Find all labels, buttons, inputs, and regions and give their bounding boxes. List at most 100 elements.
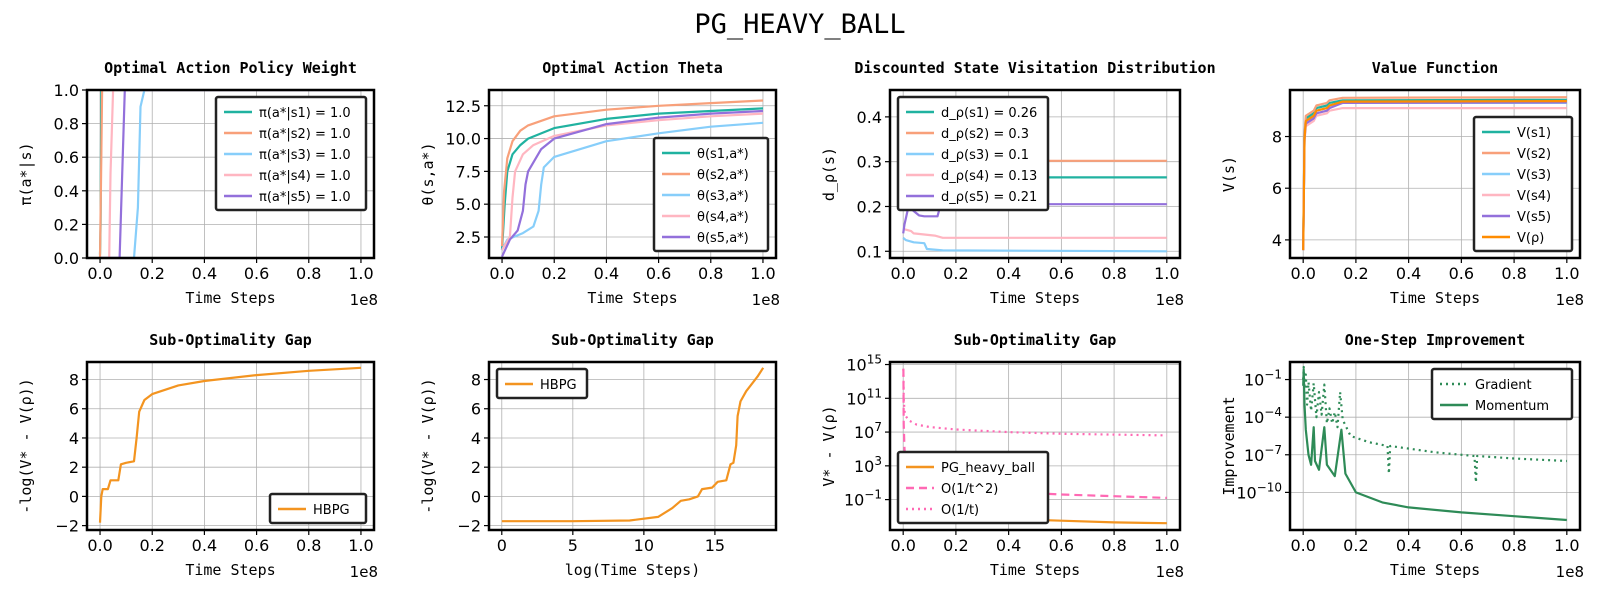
legend: HBPG — [495, 367, 589, 400]
plot-title: Sub-Optimality Gap — [551, 331, 714, 349]
series-line-2 — [98, 90, 361, 258]
y-tick-label: 12.5 — [445, 97, 481, 116]
series-line-3 — [501, 121, 764, 251]
y-tick-label: 1011 — [846, 386, 882, 408]
y-tick-label: 1.0 — [54, 81, 79, 100]
x-tick-label: 0.8 — [296, 264, 321, 283]
x-tick-label: 0.2 — [140, 536, 165, 555]
x-tick-label: 0.4 — [594, 264, 619, 283]
y-tick-label: 0.8 — [54, 115, 79, 134]
series-group — [1302, 365, 1567, 522]
x-tick-label: 0.0 — [890, 536, 915, 555]
y-tick-label: 4 — [471, 429, 481, 448]
y-tick-label: 0 — [471, 487, 481, 506]
y-tick-label: 8 — [1272, 128, 1282, 147]
legend: d_ρ(s1) = 0.26 d_ρ(s2) = 0.3 d_ρ(s3) = 0.1… — [896, 95, 1050, 212]
plot-frame — [1288, 360, 1582, 532]
x-axis-label: log(Time Steps) — [565, 561, 700, 579]
plot-frame — [85, 360, 376, 532]
series-line-4 — [902, 227, 1167, 239]
x-tick-label: 0.0 — [87, 536, 112, 555]
series-line-4 — [100, 90, 361, 258]
x-tick-label: 0 — [497, 536, 507, 555]
legend-label: d_ρ(s4) = 0.13 — [941, 169, 1037, 184]
legend-label: HBPG — [313, 503, 350, 518]
legend-box — [1472, 115, 1574, 253]
x-axis-label: Time Steps — [185, 561, 275, 579]
legend-label: O(1/t) — [941, 503, 979, 518]
legend-label: PG_heavy_ball — [941, 461, 1035, 476]
legend-label: d_ρ(s1) = 0.26 — [941, 106, 1037, 121]
legend: Gradient Momentum — [1430, 367, 1574, 421]
x-tick-label: 0.2 — [140, 264, 165, 283]
series-line-1 — [98, 366, 362, 523]
y-tick-label: 0.0 — [54, 249, 79, 268]
series-group — [98, 90, 361, 258]
series-line-3 — [902, 236, 1167, 253]
x-axis-label: Time Steps — [1390, 289, 1480, 307]
x-tick-label: 0.8 — [698, 264, 723, 283]
plot-title: Value Function — [1372, 59, 1498, 77]
x-offset-label: 1e8 — [1556, 563, 1584, 581]
x-offset-label: 1e8 — [1556, 291, 1584, 309]
x-tick-label: 0.0 — [489, 264, 514, 283]
legend-label: O(1/t^2) — [941, 482, 998, 497]
series-line-5 — [501, 109, 764, 258]
y-tick-label: 10−4 — [1244, 405, 1282, 427]
series-line-3 — [100, 90, 361, 258]
legend-label: d_ρ(s3) = 0.1 — [941, 148, 1029, 163]
legend-label: π(a*|s2) = 1.0 — [259, 127, 351, 142]
x-tick-label: 0.8 — [296, 536, 321, 555]
legend: π(a*|s1) = 1.0 π(a*|s2) = 1.0 π(a*|s3) = 1… — [214, 95, 368, 212]
y-tick-label: 10−10 — [1236, 480, 1282, 502]
plot-frame — [888, 88, 1182, 260]
x-tick-label: 0.8 — [1101, 264, 1126, 283]
x-tick-label: 1.0 — [1554, 264, 1579, 283]
y-axis-label: V* - V(ρ) — [820, 405, 838, 486]
plot-title: One-Step Improvement — [1345, 331, 1526, 349]
x-tick-label: 0.2 — [1343, 264, 1368, 283]
plot-frame — [487, 360, 778, 532]
y-axis-label: -log(V* - V(ρ)) — [419, 378, 437, 513]
legend-label: V(s5) — [1517, 210, 1551, 225]
legend-box — [896, 450, 1050, 525]
x-tick-label: 0.6 — [1449, 264, 1474, 283]
x-tick-label: 0.6 — [646, 264, 671, 283]
y-tick-label: 2 — [471, 458, 481, 477]
x-tick-label: 5 — [568, 536, 578, 555]
y-axis-label: d_ρ(s) — [820, 147, 838, 201]
y-axis-label: Improvement — [1220, 396, 1238, 495]
x-tick-label: 0.0 — [87, 264, 112, 283]
x-tick-label: 0.2 — [1343, 536, 1368, 555]
x-tick-label: 0.0 — [890, 264, 915, 283]
y-tick-label: 7.5 — [456, 162, 481, 181]
y-tick-label: 0.3 — [857, 153, 882, 172]
legend-box — [896, 95, 1050, 212]
y-tick-label: 2 — [69, 458, 79, 477]
plot-title: Discounted State Visitation Distribution — [854, 59, 1215, 77]
y-tick-label: 0.1 — [857, 242, 882, 261]
y-tick-label: 0.4 — [54, 182, 79, 201]
legend: θ(s1,a*) θ(s2,a*) θ(s3,a*) θ(s4,a*) θ(s5,a*) — [652, 136, 770, 253]
x-tick-label: 0.0 — [1290, 536, 1315, 555]
series-line-1 — [501, 367, 765, 523]
y-tick-label: 6 — [471, 400, 481, 419]
y-axis-label: θ(s,a*) — [419, 142, 437, 205]
series-group — [501, 367, 765, 523]
legend-label: π(a*|s1) = 1.0 — [259, 106, 351, 121]
legend-label: θ(s2,a*) — [697, 168, 749, 183]
x-axis-label: Time Steps — [1390, 561, 1480, 579]
x-tick-label: 0.8 — [1501, 264, 1526, 283]
x-tick-label: 0.6 — [244, 264, 269, 283]
y-tick-label: 4 — [69, 429, 79, 448]
series-line-1 — [500, 107, 764, 251]
y-tick-label: 107 — [854, 420, 882, 442]
series-line-3 — [902, 368, 1167, 437]
legend-label: θ(s3,a*) — [697, 189, 749, 204]
x-axis-label: Time Steps — [587, 289, 677, 307]
x-tick-label: 1.0 — [1154, 536, 1179, 555]
x-tick-label: 0.6 — [244, 536, 269, 555]
plot-title: Sub-Optimality Gap — [149, 331, 312, 349]
y-tick-label: 10−1 — [844, 488, 882, 510]
x-tick-label: 0.6 — [1049, 264, 1074, 283]
